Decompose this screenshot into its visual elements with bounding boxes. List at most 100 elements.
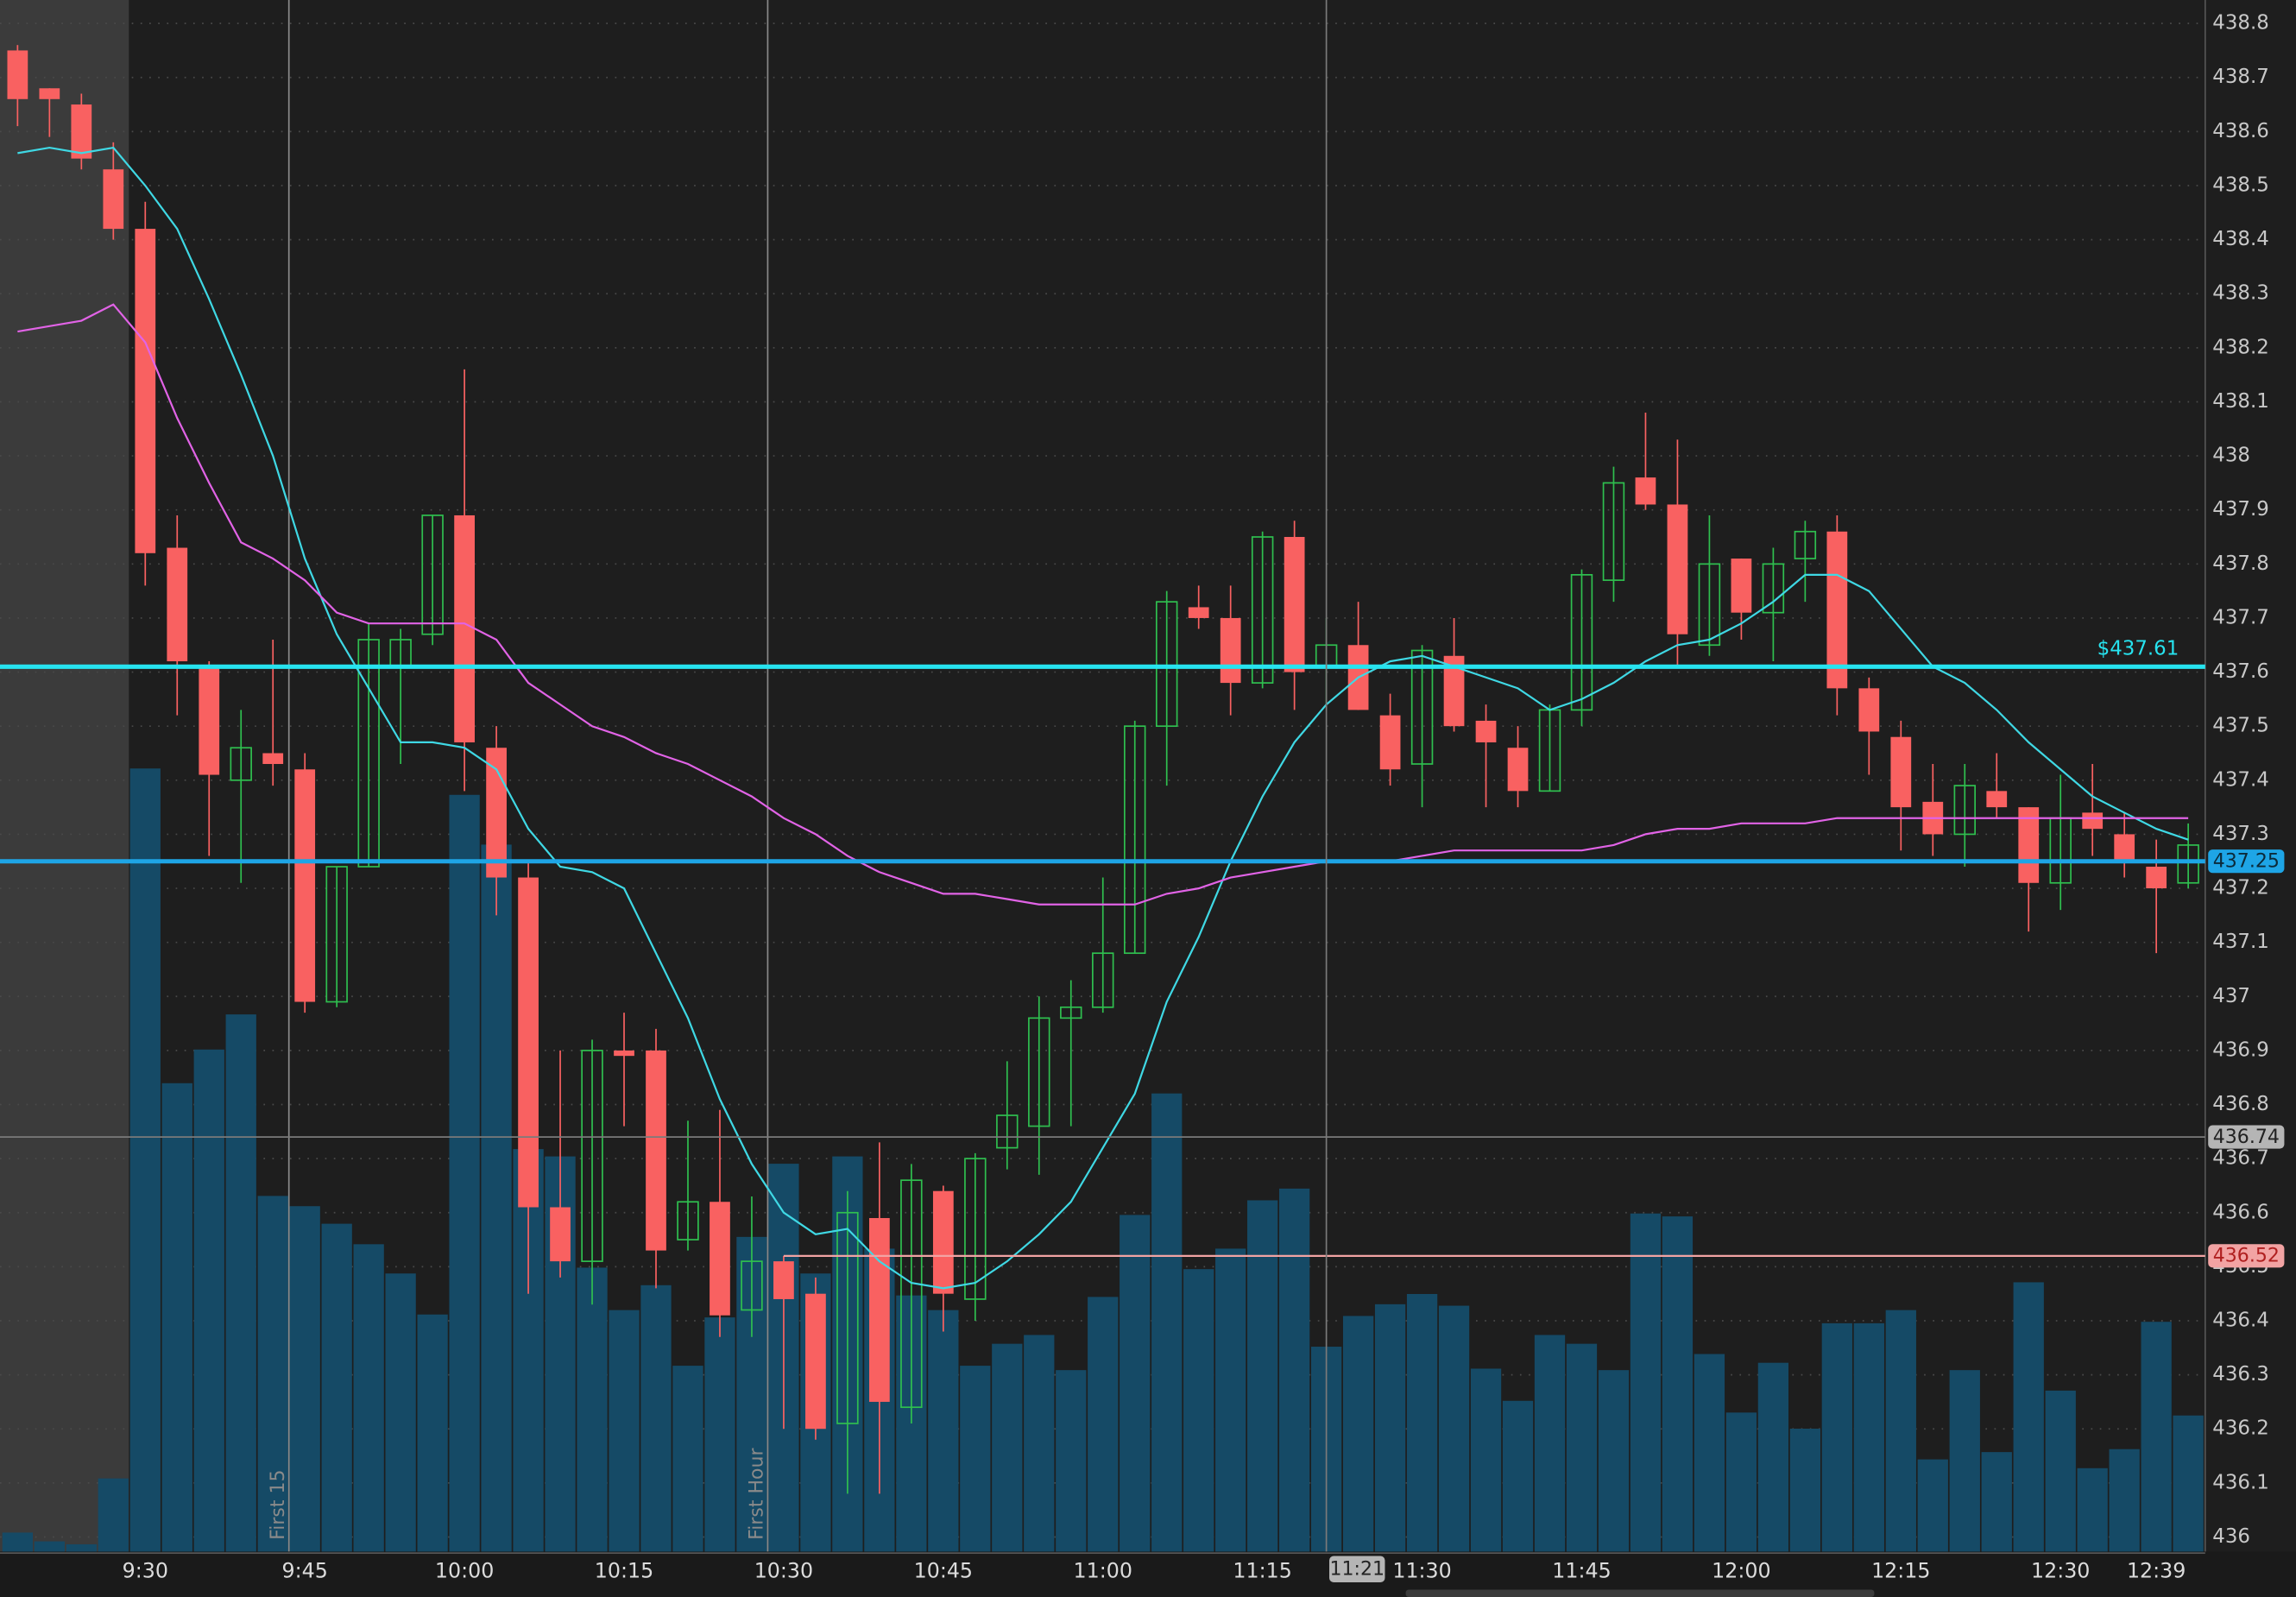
- volume-bar: [1342, 1316, 1374, 1552]
- candle-body: [677, 1201, 699, 1240]
- candle-body: [836, 1211, 859, 1424]
- candle-body: [1155, 601, 1178, 728]
- candle-body: [1092, 952, 1114, 1008]
- y-tick-label: 436.4: [2212, 1310, 2269, 1332]
- y-tick-label: 438.1: [2212, 390, 2269, 413]
- candle-body: [868, 1218, 890, 1402]
- volume-bar: [1247, 1200, 1278, 1552]
- price-badge: [2208, 1244, 2285, 1268]
- candle-body: [1251, 536, 1274, 684]
- volume-bar: [1470, 1368, 1502, 1552]
- x-tick-label: 9:45: [282, 1559, 328, 1583]
- volume-bar: [2013, 1282, 2044, 1552]
- x-tick-label: 10:00: [435, 1559, 494, 1583]
- y-tick-label: 438.5: [2212, 174, 2269, 196]
- volume-bar: [1120, 1215, 1151, 1552]
- candle-body: [486, 748, 507, 878]
- candle-body: [2146, 866, 2167, 889]
- candle-body: [1890, 736, 1912, 808]
- candle-body: [1953, 785, 1976, 836]
- y-tick-label: 436.9: [2212, 1038, 2269, 1061]
- moving-average: [17, 303, 2189, 906]
- volume-bar: [1694, 1354, 1725, 1552]
- y-tick-label: 437.6: [2212, 660, 2269, 683]
- candle-body: [932, 1190, 954, 1294]
- volume-bar: [353, 1244, 384, 1552]
- candle-body: [1794, 530, 1817, 559]
- x-tick-label: 12:15: [1871, 1559, 1930, 1583]
- session-marker-label: First Hour: [747, 1448, 768, 1540]
- x-tick-label: 11:15: [1233, 1559, 1291, 1583]
- candle-body: [550, 1207, 571, 1262]
- y-tick-label: 436.7: [2212, 1147, 2269, 1170]
- candle-body: [1188, 607, 1209, 618]
- candle-body: [103, 169, 124, 230]
- candle-body: [710, 1202, 730, 1316]
- volume-bar: [2, 1532, 33, 1552]
- volume-bar: [449, 794, 480, 1552]
- scrollbar[interactable]: [1405, 1589, 1875, 1597]
- candle-body: [230, 747, 252, 781]
- candle-body: [1443, 655, 1465, 727]
- volume-bar: [34, 1541, 65, 1552]
- volume-bar: [1183, 1269, 1214, 1552]
- volume-bar: [1598, 1370, 1630, 1552]
- candle-body: [741, 1260, 763, 1311]
- volume-bar: [1215, 1248, 1246, 1552]
- x-tick-label: 12:00: [1712, 1559, 1770, 1583]
- candle-body: [964, 1158, 987, 1300]
- candle-body: [1284, 537, 1305, 672]
- candle-body: [1858, 688, 1880, 732]
- volume-bar: [417, 1314, 448, 1552]
- volume-bar: [161, 1083, 192, 1552]
- candle-body: [996, 1114, 1019, 1149]
- volume-bar: [2109, 1449, 2140, 1552]
- y-tick-label: 437.3: [2212, 823, 2269, 845]
- y-tick-label: 438.3: [2212, 282, 2269, 305]
- y-tick-label: 437.8: [2212, 552, 2269, 575]
- candle-body: [1028, 1017, 1050, 1127]
- y-tick-label: 436.1: [2212, 1471, 2269, 1493]
- y-tick-label: 436: [2212, 1525, 2250, 1548]
- candle-body: [325, 866, 348, 1003]
- volume-bar: [1757, 1362, 1789, 1552]
- y-tick-label: 438.7: [2212, 66, 2269, 88]
- volume-bar: [1088, 1297, 1119, 1552]
- candle-body: [1124, 725, 1146, 955]
- candle-body: [2049, 817, 2072, 884]
- candle-body: [1826, 531, 1848, 689]
- candle-body: [1731, 559, 1752, 613]
- candle-body: [294, 769, 316, 1002]
- candle-body: [39, 88, 60, 99]
- volume-bar: [1949, 1370, 1980, 1552]
- candle-body: [357, 639, 380, 868]
- candle-body: [2082, 812, 2104, 830]
- candle-body: [135, 229, 156, 553]
- candle-body: [1507, 748, 1529, 792]
- volume-bar: [640, 1285, 672, 1552]
- volume-bar: [1662, 1216, 1694, 1552]
- volume-bar: [1056, 1370, 1087, 1552]
- volume-bar: [928, 1310, 959, 1552]
- y-tick-label: 438.8: [2212, 12, 2269, 35]
- volume-bar: [1502, 1400, 1534, 1552]
- volume-bar: [225, 1014, 256, 1552]
- y-tick-label: 436.3: [2212, 1363, 2269, 1386]
- candle-body: [2114, 834, 2135, 862]
- volume-bar: [98, 1478, 129, 1552]
- volume-bar: [66, 1543, 97, 1552]
- candle-body: [199, 666, 220, 775]
- candle-body: [900, 1179, 923, 1409]
- volume-bar: [1534, 1335, 1566, 1552]
- volume-bar: [1725, 1412, 1757, 1552]
- x-tick-label: 11:30: [1392, 1559, 1451, 1583]
- volume-bar: [289, 1206, 320, 1552]
- volume-bar: [2173, 1415, 2204, 1552]
- volume-bar: [1438, 1305, 1470, 1552]
- x-tick-label: 9:30: [123, 1559, 168, 1583]
- volume-bar: [1630, 1213, 1662, 1552]
- crosshair-price-label: 436.74: [2213, 1127, 2280, 1148]
- volume-bar: [1566, 1343, 1598, 1552]
- volume-bar: [2045, 1390, 2076, 1552]
